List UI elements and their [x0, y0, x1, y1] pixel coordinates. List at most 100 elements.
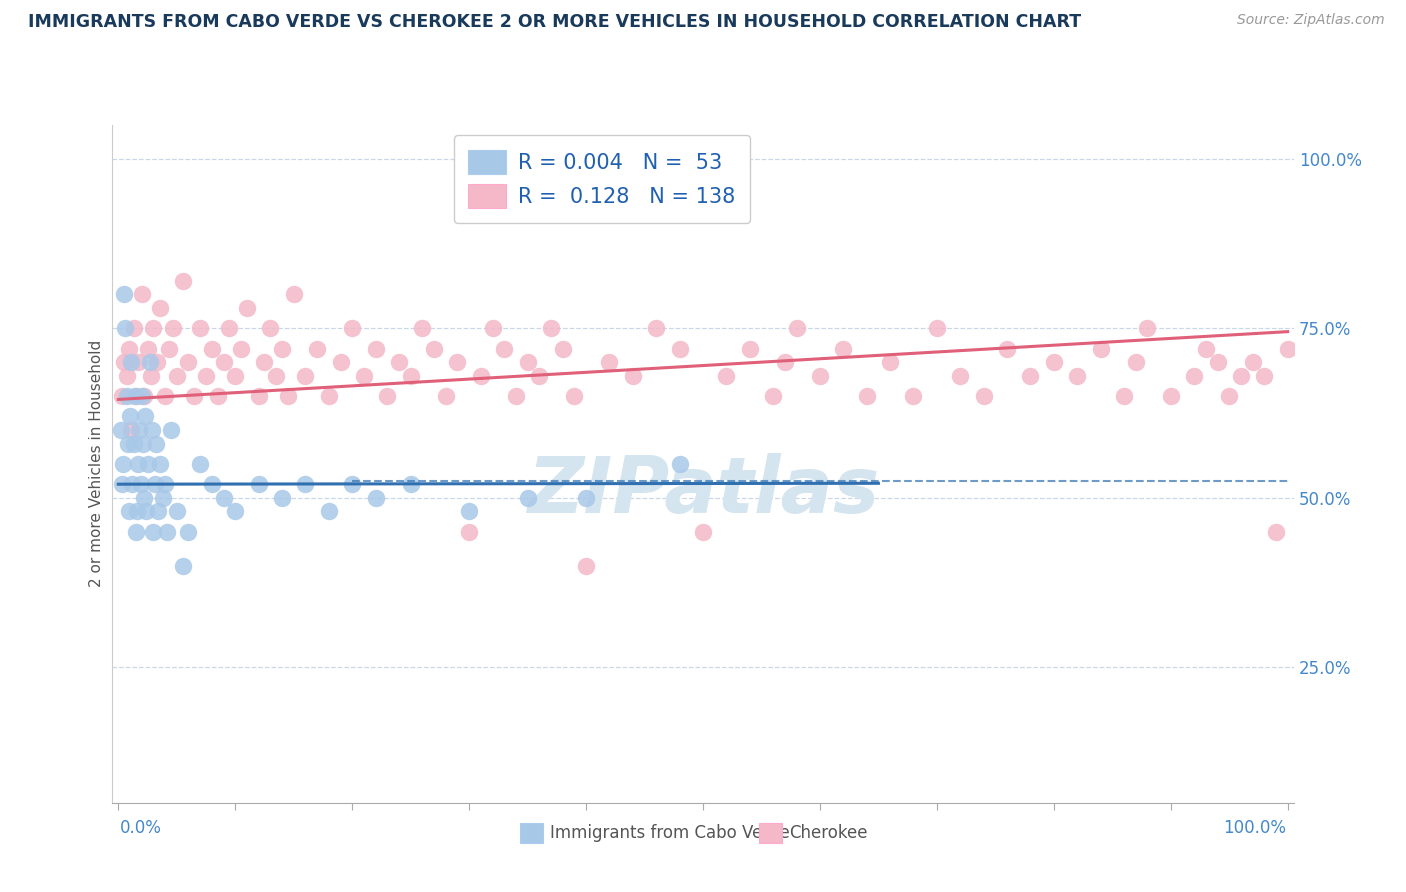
Point: [832, 342, 855, 356]
Point: [156, 524, 179, 539]
Point: [259, 321, 281, 335]
Point: [139, 355, 162, 369]
Point: [949, 368, 972, 383]
Point: [145, 436, 167, 450]
Point: [1090, 342, 1112, 356]
Point: [125, 524, 148, 539]
Point: [157, 342, 180, 356]
Point: [117, 436, 139, 450]
Point: [1125, 355, 1147, 369]
Point: [132, 436, 155, 450]
Point: [411, 321, 433, 335]
Point: [1182, 368, 1205, 383]
Point: [470, 368, 492, 383]
Point: [122, 321, 145, 335]
Text: Source: ZipAtlas.com: Source: ZipAtlas.com: [1237, 13, 1385, 28]
Point: [177, 524, 200, 539]
Point: [505, 389, 527, 403]
Point: [146, 355, 169, 369]
Point: [188, 457, 211, 471]
Point: [183, 389, 205, 403]
Point: [458, 524, 481, 539]
Point: [307, 342, 329, 356]
Text: 0.0%: 0.0%: [120, 819, 162, 837]
Point: [195, 368, 218, 383]
Point: [786, 321, 808, 335]
Point: [118, 504, 141, 518]
Point: [212, 355, 235, 369]
Point: [129, 477, 152, 491]
Point: [1218, 389, 1240, 403]
Point: [166, 504, 188, 518]
Point: [111, 457, 134, 471]
Point: [283, 287, 305, 301]
Point: [1195, 342, 1218, 356]
Point: [142, 321, 165, 335]
Point: [375, 389, 398, 403]
Point: [146, 504, 169, 518]
Point: [692, 524, 714, 539]
Point: [122, 436, 145, 450]
Point: [494, 342, 516, 356]
Point: [218, 321, 240, 335]
Point: [1066, 368, 1088, 383]
Point: [925, 321, 948, 335]
Point: [399, 368, 422, 383]
Point: [399, 477, 422, 491]
Point: [229, 342, 252, 356]
Point: [152, 491, 174, 505]
Point: [212, 491, 235, 505]
Point: [879, 355, 901, 369]
Point: [277, 389, 299, 403]
Point: [481, 321, 503, 335]
Point: [160, 423, 183, 437]
Point: [529, 368, 551, 383]
Point: [118, 342, 141, 356]
Point: [115, 389, 138, 403]
Point: [645, 321, 668, 335]
Point: [115, 368, 138, 383]
Point: [128, 423, 150, 437]
Point: [773, 355, 796, 369]
Point: [132, 389, 155, 403]
Point: [458, 504, 481, 518]
Point: [166, 368, 188, 383]
Point: [207, 389, 229, 403]
Point: [112, 355, 135, 369]
Point: [111, 389, 134, 403]
Point: [141, 423, 163, 437]
Point: [808, 368, 831, 383]
Point: [716, 368, 738, 383]
Point: [434, 389, 457, 403]
Point: [247, 389, 270, 403]
Text: Cherokee: Cherokee: [789, 824, 868, 842]
Point: [575, 491, 598, 505]
Point: [668, 342, 690, 356]
Point: [177, 355, 200, 369]
Point: [247, 477, 270, 491]
Point: [668, 457, 690, 471]
Point: [1253, 368, 1275, 383]
Point: [423, 342, 446, 356]
Point: [388, 355, 411, 369]
Point: [201, 342, 224, 356]
Point: [738, 342, 761, 356]
Point: [294, 477, 316, 491]
Point: [131, 389, 153, 403]
Point: [135, 504, 157, 518]
Point: [224, 368, 246, 383]
Point: [127, 355, 149, 369]
Point: [540, 321, 562, 335]
Point: [564, 389, 586, 403]
Point: [1265, 524, 1288, 539]
Point: [903, 389, 925, 403]
Point: [224, 504, 246, 518]
Point: [136, 457, 159, 471]
Point: [516, 355, 538, 369]
Point: [153, 389, 176, 403]
Point: [1230, 368, 1253, 383]
Point: [134, 409, 156, 424]
Point: [1043, 355, 1066, 369]
Point: [188, 321, 211, 335]
Point: [973, 389, 995, 403]
